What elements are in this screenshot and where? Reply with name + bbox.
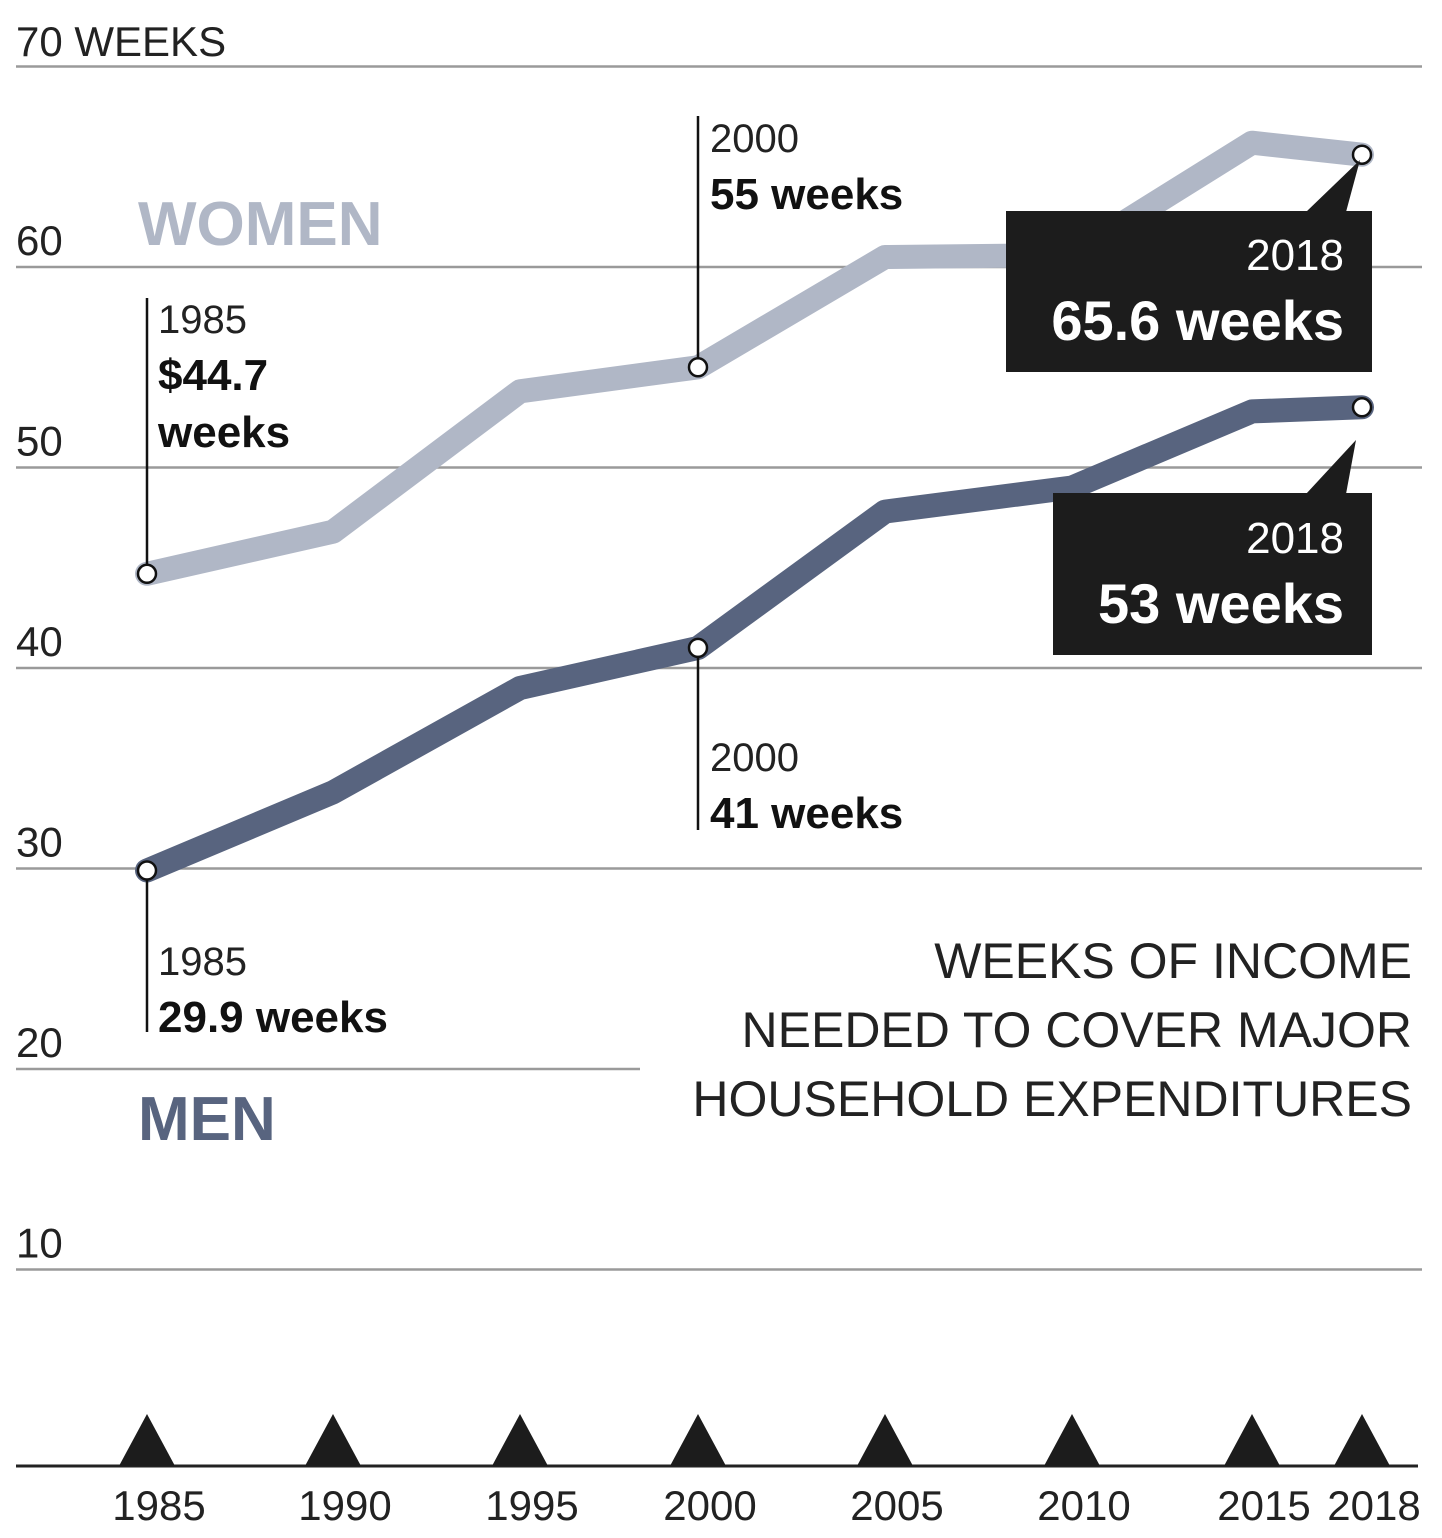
callout-box [1006, 211, 1372, 372]
x-tick-label: 2018 [1327, 1482, 1420, 1529]
callout-pointer [1306, 440, 1356, 494]
y-tick-label: 40 [16, 618, 63, 665]
y-axis-top-label: 70 WEEKS [16, 18, 226, 65]
y-tick-label: 60 [16, 217, 63, 264]
data-point-marker [136, 563, 158, 585]
x-tick-label: 2015 [1217, 1482, 1310, 1529]
x-tick-label: 2010 [1037, 1482, 1130, 1529]
y-axis: 70 WEEKS 10 20 30 40 50 60 [16, 18, 226, 1267]
annotation-year: 2018 [1246, 231, 1344, 280]
y-tick-label: 30 [16, 819, 63, 866]
data-point-marker [136, 860, 158, 881]
x-tick-label: 1995 [485, 1482, 578, 1529]
annotation-value: 55 weeks [710, 170, 903, 219]
annotation-year: 1985 [158, 298, 247, 342]
x-tick-marker [305, 1414, 361, 1466]
data-point-marker [1351, 397, 1373, 418]
chart-title: WEEKS OF INCOME NEEDED TO COVER MAJOR HO… [640, 920, 1430, 1130]
title-background [640, 920, 1430, 1130]
annotation-value: 29.9 weeks [158, 993, 388, 1042]
x-tick-marker [119, 1414, 175, 1466]
x-axis: 1985 1990 1995 2000 2005 2010 2015 2018 [16, 1414, 1421, 1529]
x-tick-label: 2000 [663, 1482, 756, 1529]
women-label: WOMEN [138, 190, 383, 259]
annotation-women-1985: 1985 $44.7 weeks [157, 298, 290, 457]
annotation-women-2000: 2000 55 weeks [710, 117, 903, 219]
title-line-3: HOUSEHOLD EXPENDITURES [692, 1071, 1412, 1127]
annotation-men-2018-box: 2018 53 weeks [1053, 440, 1372, 655]
callout-box [1053, 493, 1372, 655]
series-lines [135, 130, 1374, 883]
annotation-year: 2000 [710, 117, 799, 161]
annotation-value: 53 weeks [1098, 572, 1344, 635]
men-label: MEN [138, 1085, 276, 1154]
annotation-leader-lines [145, 116, 700, 1032]
annotation-year: 1985 [158, 940, 247, 984]
callout-pointer [1306, 160, 1360, 212]
title-line-1: WEEKS OF INCOME [934, 933, 1412, 989]
men-series-label: MEN [138, 1085, 276, 1154]
annotation-men-2000: 2000 41 weeks [710, 736, 903, 838]
y-tick-label: 10 [16, 1220, 63, 1267]
annotation-value: weeks [157, 408, 290, 457]
x-tick-label: 2005 [850, 1482, 943, 1529]
x-tick-marker [1224, 1414, 1280, 1466]
annotation-value: $44.7 [158, 351, 268, 400]
x-tick-marker [1044, 1414, 1100, 1466]
annotation-value: 41 weeks [710, 789, 903, 838]
men-series-line [135, 395, 1374, 883]
annotation-women-2018-box: 2018 65.6 weeks [1006, 160, 1372, 372]
annotation-year: 2018 [1246, 514, 1344, 563]
x-tick-marker [492, 1414, 548, 1466]
x-tick-marker [1334, 1414, 1390, 1466]
annotation-men-1985: 1985 29.9 weeks [158, 940, 388, 1042]
x-tick-marker [670, 1414, 726, 1466]
y-tick-label: 20 [16, 1019, 63, 1066]
x-tick-label: 1990 [298, 1482, 391, 1529]
x-tick-label: 1985 [112, 1482, 205, 1529]
women-series-label: WOMEN [138, 190, 383, 259]
data-point-marker [1351, 144, 1373, 165]
annotation-value: 65.6 weeks [1051, 289, 1344, 352]
data-point-markers [136, 144, 1373, 881]
annotation-year: 2000 [710, 736, 799, 780]
data-point-marker [687, 357, 709, 378]
women-series-line [135, 130, 1374, 586]
title-line-2: NEEDED TO COVER MAJOR [742, 1002, 1412, 1058]
x-tick-marker [857, 1414, 913, 1466]
y-tick-label: 50 [16, 418, 63, 465]
data-point-marker [687, 637, 709, 659]
